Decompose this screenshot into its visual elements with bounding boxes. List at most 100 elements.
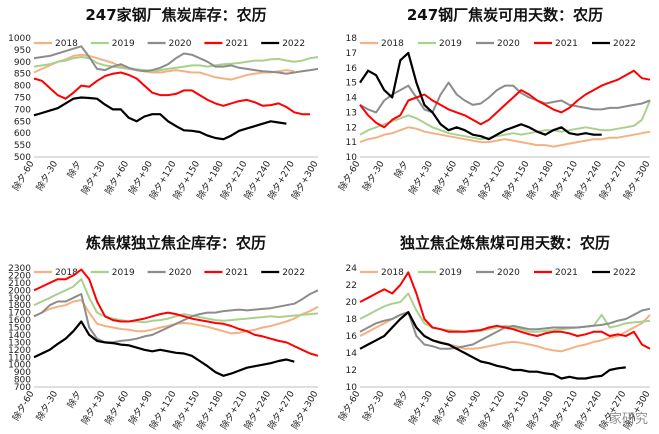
x-tick-label: 除夕-60	[10, 388, 37, 423]
x-tick-label: 除夕-60	[10, 158, 37, 193]
series-line-2020	[359, 81, 651, 114]
y-tick-label: 2200	[8, 271, 31, 281]
x-tick-label: 除夕+30	[406, 388, 435, 426]
y-tick-label: 14	[346, 94, 358, 104]
legend-item-2022: 2022	[592, 39, 636, 49]
chart-title: 247钢厂焦炭可用天数：农历	[407, 6, 603, 24]
series-line-2021	[33, 268, 319, 357]
legend-item-2019: 2019	[90, 39, 135, 49]
x-tick-label: 除夕	[392, 389, 411, 411]
y-tick-label: 2000	[8, 286, 31, 296]
legend-label: 2022	[282, 39, 305, 49]
x-tick-label: 除夕+60	[430, 158, 459, 196]
y-tick-label: 10	[346, 153, 358, 163]
series-line-2019	[33, 56, 319, 73]
x-tick-label: 除夕-30	[360, 158, 387, 193]
y-tick-label: 16	[346, 332, 358, 342]
y-tick-label: 800	[14, 82, 31, 92]
legend-item-2020: 2020	[147, 268, 192, 278]
chart-panel-3: 炼焦煤独立焦企库存：农历 7008009001000110012001300140…	[8, 234, 321, 432]
legend-item-2019: 2019	[90, 268, 135, 278]
y-tick-label: 700	[14, 383, 31, 393]
legend-item-2019: 2019	[418, 268, 462, 278]
series-line-2022	[33, 96, 287, 141]
legend-item-2019: 2019	[418, 39, 462, 49]
y-tick-label: 11	[346, 138, 357, 148]
y-tick-label: 850	[14, 70, 31, 80]
series-line-2020	[33, 45, 319, 75]
y-tick-label: 1900	[8, 294, 31, 304]
y-tick-label: 800	[14, 376, 31, 386]
legend-label: 2019	[112, 39, 135, 49]
y-tick-label: 15	[346, 79, 357, 89]
legend-item-2020: 2020	[476, 39, 520, 49]
x-tick-label: 除夕-60	[336, 388, 363, 423]
y-tick-label: 17	[346, 49, 357, 59]
series-line-2018	[359, 311, 651, 353]
y-tick-label: 1200	[8, 346, 31, 356]
y-tick-label: 1800	[8, 301, 31, 311]
y-tick-label: 1400	[8, 331, 31, 341]
y-tick-label: 1100	[8, 353, 31, 363]
y-tick-label: 1700	[8, 309, 31, 319]
y-tick-label: 600	[14, 129, 31, 139]
y-tick-label: 18	[346, 34, 358, 44]
y-tick-label: 950	[14, 46, 31, 56]
legend-label: 2018	[381, 39, 404, 49]
y-tick-label: 16	[346, 64, 358, 74]
y-tick-label: 12	[346, 366, 357, 376]
legend-item-2018: 2018	[360, 268, 404, 278]
x-tick-label: 除夕-60	[336, 158, 363, 193]
chart-title: 独立焦企炼焦煤可用天数：农历	[400, 234, 610, 252]
x-tick-label: 除夕-30	[34, 158, 61, 193]
legend-label: 2021	[555, 268, 578, 278]
legend-label: 2021	[555, 39, 578, 49]
series-line-2022	[359, 51, 602, 141]
y-tick-label: 900	[14, 58, 31, 68]
legend-item-2020: 2020	[147, 39, 192, 49]
legend-item-2021: 2021	[204, 39, 248, 49]
legend-item-2018: 2018	[34, 39, 78, 49]
legend-item-2021: 2021	[534, 268, 578, 278]
legend-item-2021: 2021	[534, 39, 578, 49]
series-line-2022	[359, 311, 626, 380]
y-tick-label: 10	[346, 383, 358, 393]
y-tick-label: 2100	[8, 279, 31, 289]
y-tick-label: 1000	[8, 34, 31, 44]
legend-label: 2022	[613, 39, 636, 49]
series-line-2022	[33, 320, 295, 377]
chart-title: 247家钢厂焦炭库存：农历	[85, 6, 266, 24]
x-tick-label: 除夕	[392, 159, 411, 181]
y-tick-label: 13	[346, 108, 357, 118]
legend-label: 2020	[169, 39, 192, 49]
legend-label: 2020	[497, 268, 520, 278]
legend-item-2022: 2022	[261, 39, 305, 49]
legend-item-2022: 2022	[592, 268, 636, 278]
chart-panel-2: 247钢厂焦炭可用天数：农历 10 11 12 13 14 15 16 17 18 除夕-60 除夕-…	[336, 6, 653, 202]
x-tick-label: 除夕	[65, 389, 84, 411]
y-tick-label: 500	[14, 153, 31, 163]
legend-label: 2022	[613, 268, 636, 278]
series-line-2018	[33, 53, 295, 81]
legend-label: 2020	[497, 39, 520, 49]
legend-label: 2019	[112, 268, 135, 278]
y-tick-label: 20	[346, 298, 358, 308]
x-tick-label: 除夕+90	[455, 158, 484, 196]
legend-label: 2021	[225, 39, 248, 49]
y-tick-label: 1300	[8, 338, 31, 348]
series-line-2019	[359, 292, 651, 333]
y-tick-label: 24	[346, 264, 358, 274]
y-tick-label: 700	[14, 105, 31, 115]
legend-label: 2018	[55, 39, 78, 49]
y-tick-label: 22	[346, 281, 357, 291]
y-tick-label: 14	[346, 349, 358, 359]
watermark-text: 家研究	[609, 411, 648, 427]
series-line-2021	[359, 271, 651, 350]
y-tick-label: 1000	[8, 361, 31, 371]
y-tick-label: 18	[346, 315, 358, 325]
legend-label: 2021	[225, 268, 248, 278]
x-tick-label: 除夕+90	[455, 388, 484, 426]
legend-item-2022: 2022	[261, 268, 305, 278]
